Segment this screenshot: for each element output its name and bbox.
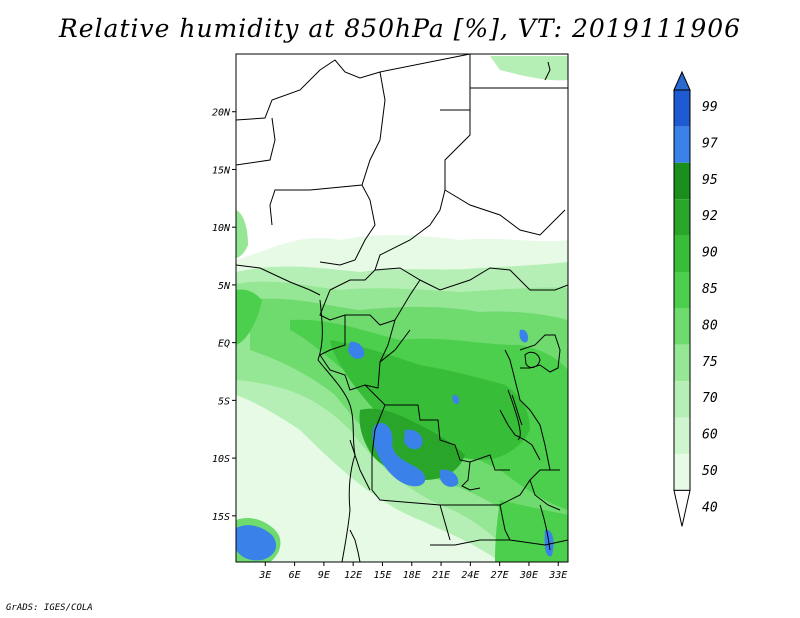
lon-tick-label: 27E	[491, 570, 509, 581]
lat-tick-label: 15N	[212, 165, 231, 176]
colorbar-swatch	[674, 235, 690, 272]
latitude-axis: 20N 15N 10N 5N EQ 5S 10S 15S	[212, 108, 236, 523]
lon-tick-label: 3E	[258, 570, 271, 581]
colorbar-level-label: 50	[702, 464, 718, 479]
colorbar-swatch	[674, 308, 690, 345]
lat-tick-label: 5N	[218, 281, 231, 292]
colorbar-level-label: 75	[702, 355, 718, 370]
colorbar-top-arrow	[673, 70, 691, 91]
colorbar-swatch	[674, 344, 690, 382]
lat-tick-label: 10S	[212, 454, 230, 465]
colorbar-swatch	[674, 417, 690, 454]
colorbar-bottom-arrow	[673, 489, 691, 527]
colorbar-level-label: 85	[702, 282, 718, 297]
colorbar-level-label: 99	[702, 100, 718, 115]
colorbar: 99 97 95 92 90 85 80 75 70 60 50 40	[673, 70, 718, 527]
lat-tick-label: 10N	[212, 223, 231, 234]
colorbar-swatch	[674, 199, 690, 236]
colorbar-level-label: 90	[702, 246, 718, 261]
lon-tick-label: 30E	[519, 570, 538, 581]
lat-tick-label: 15S	[212, 512, 230, 523]
colorbar-level-label: 40	[702, 500, 718, 515]
lon-tick-label: 24E	[461, 570, 479, 581]
colorbar-swatch	[674, 381, 690, 418]
map-frame	[235, 53, 569, 563]
colorbar-swatch	[674, 162, 690, 200]
colorbar-level-label: 70	[702, 391, 718, 406]
lon-tick-label: 15E	[373, 570, 391, 581]
colorbar-level-label: 60	[702, 428, 718, 443]
lat-tick-label: 5S	[218, 396, 230, 407]
map-title: Relative humidity at 850hPa [%], VT: 201…	[58, 14, 742, 43]
colorbar-swatch	[674, 126, 690, 163]
colorbar-level-label: 80	[702, 318, 718, 333]
lon-tick-label: 33E	[548, 570, 567, 581]
lon-tick-label: 21E	[432, 570, 450, 581]
colorbar-level-label: 95	[702, 173, 718, 188]
credit-label: GrADS: IGES/COLA	[6, 603, 93, 613]
lat-tick-label: 20N	[212, 108, 231, 119]
colorbar-level-label: 92	[702, 209, 718, 224]
colorbar-swatch	[674, 454, 690, 491]
lon-tick-label: 18E	[403, 570, 421, 581]
country-borders	[236, 54, 568, 562]
colorbar-level-label: 97	[702, 136, 718, 151]
lon-tick-label: 12E	[344, 570, 362, 581]
lon-tick-label: 6E	[289, 570, 301, 581]
colorbar-swatch	[674, 90, 690, 127]
lat-tick-label: EQ	[218, 339, 230, 350]
longitude-axis: 3E 6E 9E 12E 15E 18E 21E 24E 27E 30E 33E	[258, 562, 567, 581]
map-plot-area	[236, 54, 568, 562]
lon-tick-label: 9E	[318, 570, 330, 581]
colorbar-swatch	[674, 272, 690, 309]
coastlines	[317, 299, 551, 562]
